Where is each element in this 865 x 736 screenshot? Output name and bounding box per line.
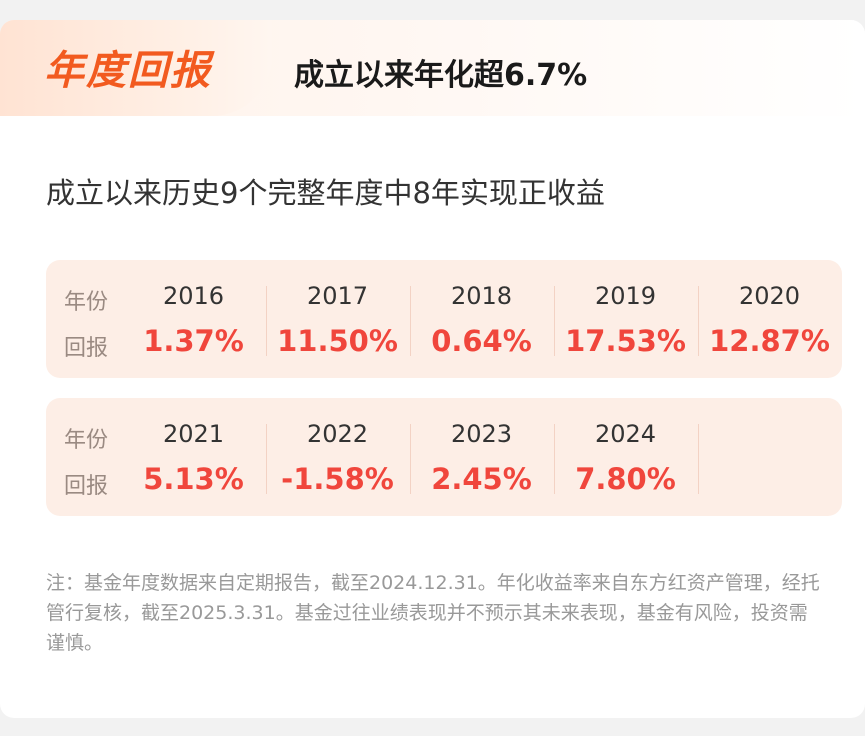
year-column: 2016 1.37%: [122, 260, 265, 378]
subtitle: 成立以来历史9个完整年度中8年实现正收益: [46, 176, 605, 210]
year-cell: 2020: [738, 282, 801, 310]
return-cell: 17.53%: [565, 324, 686, 358]
return-cell: 7.80%: [575, 462, 676, 496]
header-bar: 年度回报 成立以来年化超6.7%: [0, 20, 865, 116]
column-divider: [554, 424, 555, 494]
column-divider: [698, 286, 699, 356]
year-column: 2017 11.50%: [266, 260, 409, 378]
year-cell: 2017: [306, 282, 369, 310]
disclaimer-note: 注：基金年度数据来自定期报告，截至2024.12.31。年化收益率来自东方红资产…: [46, 572, 820, 654]
year-row-label: 年份: [64, 428, 109, 453]
section-badge-text: 年度回报: [44, 48, 212, 94]
annual-return-card: 年度回报 成立以来年化超6.7% 成立以来历史9个完整年度中8年实现正收益 年份…: [0, 20, 865, 718]
year-column: 2022 -1.58%: [266, 398, 409, 516]
return-cell: 1.37%: [143, 324, 244, 358]
year-column: 2023 2.45%: [410, 398, 553, 516]
year-cell: 2016: [162, 282, 225, 310]
year-cell: 2023: [450, 420, 513, 448]
return-cell: -1.58%: [281, 462, 394, 496]
year-column: 2021 5.13%: [122, 398, 265, 516]
column-divider: [266, 424, 267, 494]
return-cell: 11.50%: [277, 324, 398, 358]
year-cell: 2024: [594, 420, 657, 448]
column-divider: [410, 424, 411, 494]
return-row-label: 回报: [64, 474, 109, 499]
year-row-label: 年份: [64, 290, 109, 315]
column-divider: [698, 424, 699, 494]
year-column: 2018 0.64%: [410, 260, 553, 378]
returns-table-row-1: 年份 回报 2016 1.37% 2017 11.50% 2018 0.64% …: [46, 260, 842, 378]
column-divider: [266, 286, 267, 356]
return-cell: 0.64%: [431, 324, 532, 358]
section-badge: 年度回报: [0, 20, 272, 116]
returns-table-row-2: 年份 回报 2021 5.13% 2022 -1.58% 2023 2.45% …: [46, 398, 842, 516]
column-divider: [554, 286, 555, 356]
year-column: 2024 7.80%: [554, 398, 697, 516]
return-cell: 5.13%: [143, 462, 244, 496]
column-divider: [410, 286, 411, 356]
return-cell: 12.87%: [709, 324, 830, 358]
year-cell: 2021: [162, 420, 225, 448]
year-cell: 2018: [450, 282, 513, 310]
year-column: 2020 12.87%: [698, 260, 841, 378]
year-cell: 2019: [594, 282, 657, 310]
return-row-label: 回报: [64, 336, 109, 361]
headline: 成立以来年化超6.7%: [294, 58, 588, 93]
year-column: 2019 17.53%: [554, 260, 697, 378]
return-cell: 2.45%: [431, 462, 532, 496]
year-cell: 2022: [306, 420, 369, 448]
